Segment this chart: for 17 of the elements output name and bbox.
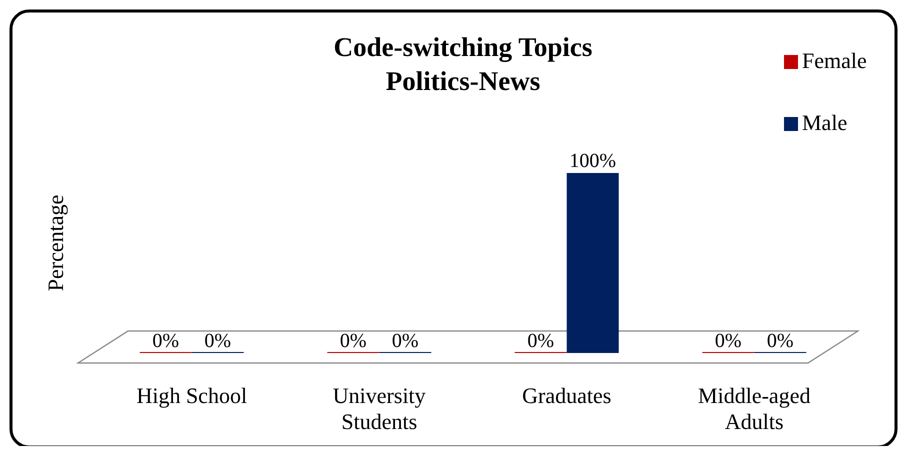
y-axis-title: Percentage xyxy=(43,194,68,292)
data-label: 0% xyxy=(204,330,232,352)
data-label: 0% xyxy=(392,330,419,352)
chart-subtitle: Politics-News xyxy=(386,66,540,96)
data-label: 0% xyxy=(340,330,367,352)
data-label: 0% xyxy=(152,330,180,352)
x-tick-label: High School xyxy=(136,383,248,408)
data-label: 0% xyxy=(527,330,554,352)
x-tick-label: Graduates xyxy=(522,383,612,408)
data-label: 0% xyxy=(714,330,742,352)
x-tick-label: University Students xyxy=(332,383,426,434)
data-label: 100% xyxy=(569,150,616,172)
legend-label: Male xyxy=(802,110,848,135)
legend-label: Female xyxy=(802,48,867,73)
x-tick-label: Middle-aged Adults xyxy=(698,383,810,434)
data-label: 0% xyxy=(766,330,794,352)
chart-title: Code-switching Topics xyxy=(334,32,592,62)
